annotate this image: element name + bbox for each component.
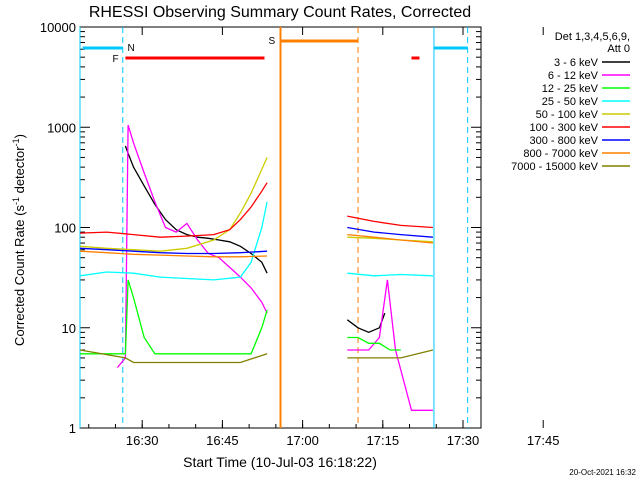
x-tick-label: 16:45: [206, 433, 239, 448]
series-line-100-300-kev: [347, 215, 433, 229]
series-line-7000-15000-kev: [347, 349, 434, 359]
saa-marker-label: S: [269, 36, 276, 47]
observation-markers: NF S: [79, 27, 469, 428]
night-marker-label: N: [127, 43, 134, 54]
axis-ticks: 16:30 16:45 17:00 17:15 17:30 17:45 1 10 100 1000…: [40, 20, 560, 448]
flare-marker-label: F: [112, 54, 118, 65]
legend-header-line: Det 1,3,4,5,6,9,: [555, 31, 630, 43]
legend-header-line: Att 0: [607, 43, 630, 55]
series-line-12-25-kev: [347, 336, 401, 351]
x-tick-label: 17:30: [447, 433, 480, 448]
y-tick-label: 10000: [40, 20, 76, 35]
series-line-6-12-kev: [116, 124, 268, 369]
legend-entry-label: 12 - 25 keV: [542, 83, 599, 95]
y-axis-label-mid: detector: [12, 146, 27, 197]
series-line-25-50-kev: [79, 201, 268, 281]
series-line-7000-15000-kev: [79, 349, 268, 364]
series-line-300-800-kev: [79, 247, 268, 255]
series-line-800-7000-kev: [79, 250, 268, 258]
y-axis-label-main: Corrected Count Rate (s: [12, 205, 27, 346]
legend-entry-label: 800 - 7000 keV: [523, 148, 598, 160]
y-axis-label: Corrected Count Rate (s-1 detector-1): [11, 134, 27, 346]
legend-entry-label: 7000 - 15000 keV: [511, 161, 599, 173]
timestamp: 20-Oct-2021 16:32: [569, 468, 636, 477]
x-tick-label: 17:45: [527, 433, 560, 448]
legend-entry-label: 100 - 300 keV: [530, 122, 599, 134]
y-tick-label: 100: [54, 221, 76, 236]
x-axis-label: Start Time (10-Jul-03 16:18:22): [183, 454, 377, 470]
series-layer: [79, 124, 434, 411]
series-line-3-6-kev: [346, 312, 386, 334]
legend-entry-label: 6 - 12 keV: [548, 70, 599, 82]
legend-entry-label: 25 - 50 keV: [542, 96, 599, 108]
y-tick-label: 10: [62, 321, 76, 336]
y-axis-label-end: ): [12, 134, 27, 138]
x-tick-label: 17:15: [367, 433, 400, 448]
x-tick-label: 16:30: [126, 433, 159, 448]
y-tick-label: 1: [69, 421, 76, 436]
y-tick-label: 1000: [47, 120, 76, 135]
x-tick-label: 17:00: [286, 433, 319, 448]
series-line-6-12-kev: [347, 279, 433, 411]
series-line-50-100-kev: [79, 157, 268, 252]
legend-entry-label: 300 - 800 keV: [530, 135, 599, 147]
legend-entry-label: 3 - 6 keV: [554, 57, 599, 69]
series-line-800-7000-kev: [347, 233, 433, 244]
y-axis-label-sup2: -1: [11, 138, 21, 146]
series-line-12-25-kev: [80, 279, 268, 355]
legend-entry-label: 50 - 100 keV: [536, 109, 599, 121]
y-axis-label-sup1: -1: [11, 197, 21, 205]
series-line-300-800-kev: [347, 226, 433, 238]
chart-title: RHESSI Observing Summary Count Rates, Co…: [89, 4, 471, 21]
series-line-25-50-kev: [347, 272, 433, 277]
series-line-100-300-kev: [79, 182, 268, 238]
